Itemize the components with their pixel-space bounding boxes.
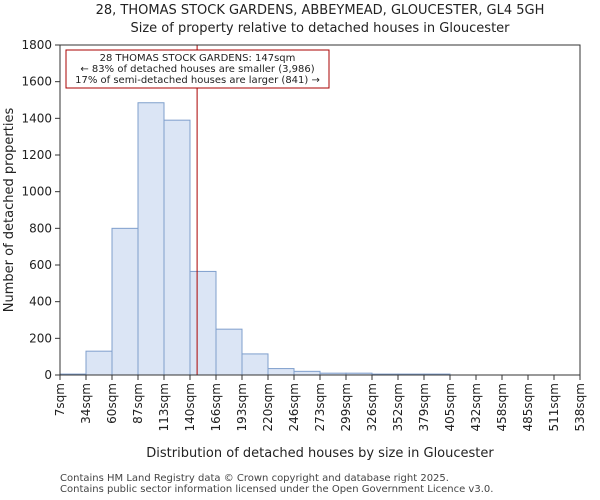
y-axis-label: Number of detached properties bbox=[2, 108, 17, 313]
chart-title: 28, THOMAS STOCK GARDENS, ABBEYMEAD, GLO… bbox=[96, 3, 545, 18]
x-tick-label: 193sqm bbox=[235, 383, 249, 431]
y-tick-label: 1000 bbox=[21, 185, 52, 199]
y-tick-label: 1200 bbox=[21, 148, 52, 162]
y-tick-label: 600 bbox=[29, 258, 52, 272]
y-tick-label: 0 bbox=[44, 368, 52, 382]
x-tick-label: 485sqm bbox=[521, 383, 535, 431]
bar-246sqm bbox=[293, 370, 321, 376]
annotation-box: 28 THOMAS STOCK GARDENS: 147sqm ← 83% of… bbox=[65, 49, 330, 89]
bar-87sqm bbox=[137, 102, 165, 376]
x-tick-label: 273sqm bbox=[313, 383, 327, 431]
x-tick-label: 140sqm bbox=[183, 383, 197, 431]
x-tick-label: 299sqm bbox=[339, 383, 353, 431]
x-tick-label: 379sqm bbox=[417, 383, 431, 431]
x-tick-label: 166sqm bbox=[209, 383, 223, 431]
y-tick-label: 1400 bbox=[21, 111, 52, 125]
x-tick-label: 405sqm bbox=[443, 383, 457, 431]
bar-113sqm bbox=[163, 119, 191, 376]
annotation-line-1: 28 THOMAS STOCK GARDENS: 147sqm bbox=[100, 53, 296, 64]
x-tick-label: 34sqm bbox=[79, 383, 93, 424]
bar-220sqm bbox=[267, 368, 295, 376]
annotation-line-3: 17% of semi-detached houses are larger (… bbox=[75, 75, 320, 86]
footer-copyright: Contains HM Land Registry data © Crown c… bbox=[60, 473, 449, 484]
bar-166sqm bbox=[215, 328, 243, 376]
chart-subtitle: Size of property relative to detached ho… bbox=[130, 21, 510, 36]
y-ticks-group: 0 200 400 600 800 1000 1200 1400 1600 1800 bbox=[21, 38, 60, 382]
footer-licence: Contains public sector information licen… bbox=[60, 484, 494, 495]
bar-140sqm bbox=[189, 270, 217, 376]
y-tick-label: 1800 bbox=[21, 38, 52, 52]
plot-frame bbox=[59, 44, 581, 376]
x-ticks-group: 7sqm 34sqm 60sqm 87sqm 113sqm 140sqm 166sqm 193… bbox=[53, 375, 587, 431]
x-tick-label: 432sqm bbox=[469, 383, 483, 431]
annotation-rect bbox=[65, 49, 330, 89]
x-tick-label: 60sqm bbox=[105, 383, 119, 424]
x-tick-label: 113sqm bbox=[157, 383, 171, 431]
bar-193sqm bbox=[241, 353, 269, 376]
y-tick-label: 400 bbox=[29, 295, 52, 309]
x-tick-label: 7sqm bbox=[53, 383, 67, 416]
x-tick-label: 352sqm bbox=[391, 383, 405, 431]
x-tick-label: 220sqm bbox=[261, 383, 275, 431]
y-tick-label: 200 bbox=[29, 331, 52, 345]
x-tick-label: 326sqm bbox=[365, 383, 379, 431]
x-tick-label: 87sqm bbox=[131, 383, 145, 424]
x-tick-label: 511sqm bbox=[547, 383, 561, 431]
y-tick-label: 1600 bbox=[21, 75, 52, 89]
x-tick-label: 538sqm bbox=[573, 383, 587, 431]
bar-34sqm bbox=[85, 350, 113, 376]
annotation-line-2: ← 83% of detached houses are smaller (3,… bbox=[80, 64, 314, 75]
bars-group bbox=[59, 102, 451, 376]
x-axis-label: Distribution of detached houses by size … bbox=[146, 446, 494, 461]
bar-60sqm bbox=[111, 227, 139, 376]
x-tick-label: 246sqm bbox=[287, 383, 301, 431]
y-tick-label: 800 bbox=[29, 221, 52, 235]
x-tick-label: 458sqm bbox=[495, 383, 509, 431]
